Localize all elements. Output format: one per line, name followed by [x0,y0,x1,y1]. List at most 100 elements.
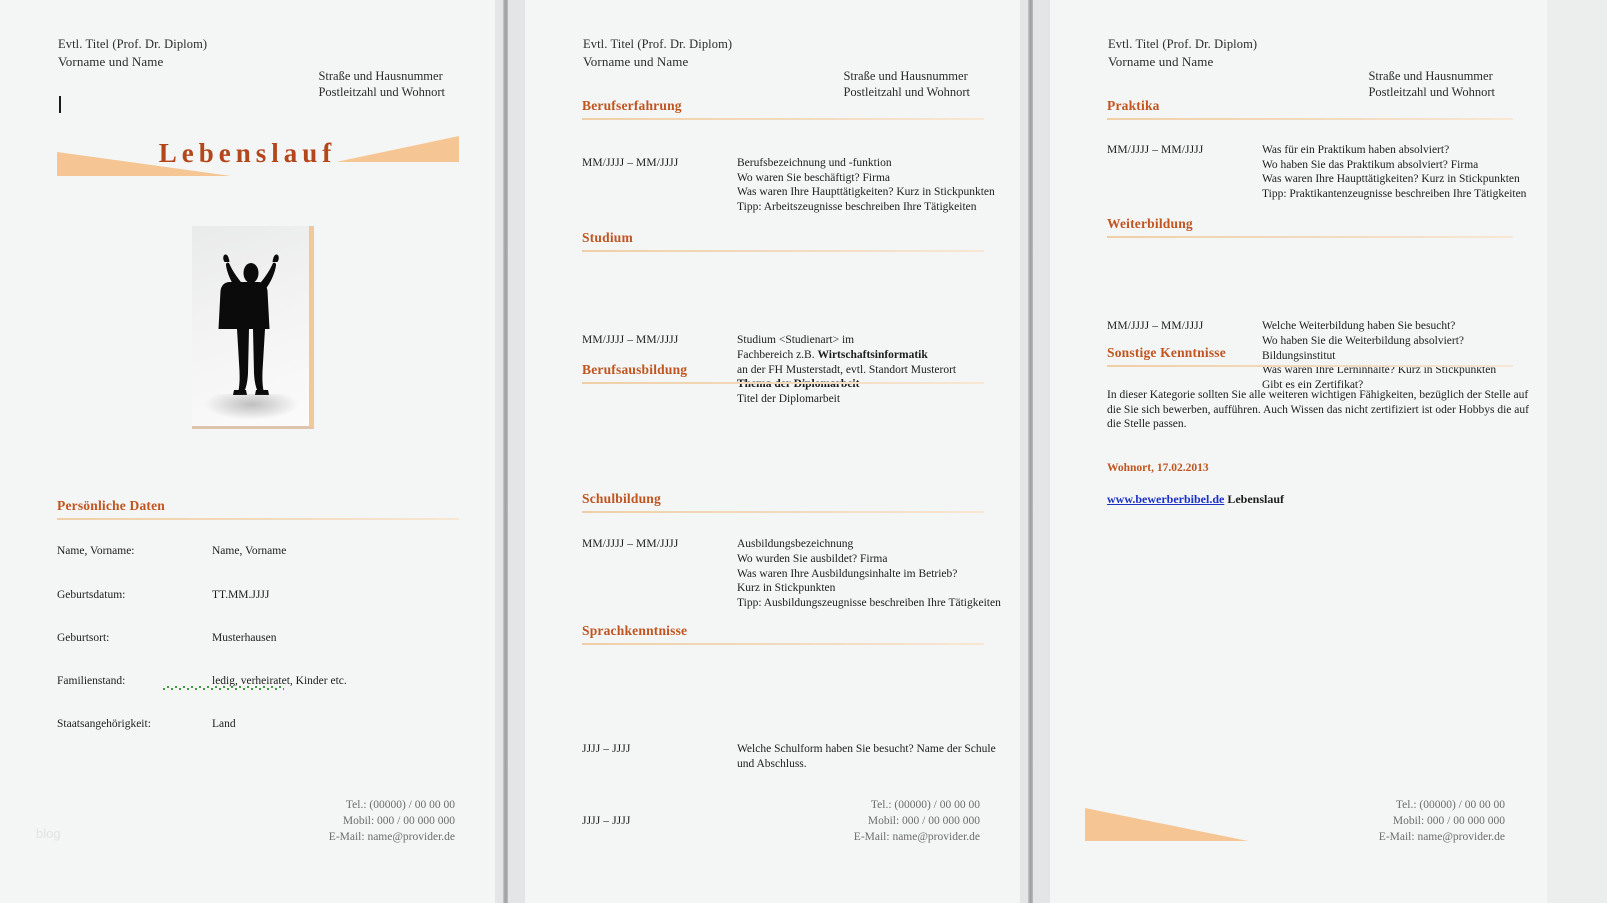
applicant-photo [192,226,314,429]
page-divider-rule [503,0,508,903]
spellcheck-underline [162,686,284,690]
entry-studium: MM/JJJJ – MM/JJJJ Studium <Studienart> i… [582,333,1020,406]
footer-mobil: Mobil: 000 / 00 000 000 [867,815,980,827]
photo-shadow [204,394,299,420]
header-address-line-2: Postleitzahl und Wohnort [318,85,445,99]
header-address-block: Straße und Hausnummer Postleitzahl und W… [1368,68,1495,100]
footer-email: E-Mail: name@provider.de [328,831,455,843]
footer-tel: Tel.: (00000) / 00 00 00 [870,799,980,811]
entry-line: Tipp: Arbeitszeugnisse beschreiben Ihre … [737,200,977,213]
page-title: Lebenslauf [158,138,337,168]
entry-body: Welche Weiterbildung haben Sie besucht? … [1262,319,1547,392]
section-divider [582,250,984,252]
entry-line-bold: Thema der Diplomarbeit [737,378,860,391]
document-page-1[interactable]: Evtl. Titel (Prof. Dr. Diplom) Vorname u… [0,0,495,903]
section-heading: Berufsausbildung [582,362,688,377]
entry-line: Tipp: Ausbildungszeugnisse beschreiben I… [737,596,1001,609]
header-address-line-1: Straße und Hausnummer [843,69,968,83]
page-gutter [495,0,525,903]
section-schulbildung: Schulbildung [582,491,984,513]
table-row: Staatsangehörigkeit: Land [57,718,459,761]
header-address-line-2: Postleitzahl und Wohnort [1368,85,1495,99]
field-value: Land [212,718,236,730]
entry-line: Was waren Ihre Lerninhalte? Kurz in Stic… [1262,364,1497,377]
entry-line: Welche Schulform haben Sie besucht? Name… [737,743,996,756]
entry-line: Was waren Ihre Haupttätigkeiten? Kurz in… [1262,173,1520,186]
footer-email: E-Mail: name@provider.de [853,831,980,843]
entry-body: Was für ein Praktikum haben absolviert? … [1262,143,1547,201]
section-heading: Sonstige Kenntnisse [1107,345,1226,360]
header-name-line: Vorname und Name [58,54,164,69]
entry-body: Ausbildungsbezeichnung Wo wurden Sie aus… [737,537,1020,610]
field-value: TT.MM.JJJJ [212,589,270,601]
section-divider [57,518,459,520]
banner-triangle-bottom-icon [1085,808,1248,841]
text-cursor [59,96,61,113]
entry-line-emphasis: Wirtschaftsinformatik [817,348,928,361]
section-divider [1107,365,1513,367]
section-heading: Sprachkenntnisse [582,623,688,638]
entry-line: Wo haben Sie die Weiterbildung absolvier… [1262,334,1465,347]
bewerberbibel-link[interactable]: www.bewerberbibel.de [1107,492,1225,506]
title-banner: Lebenslauf [0,130,495,180]
document-page-2[interactable]: Evtl. Titel (Prof. Dr. Diplom) Vorname u… [525,0,1020,903]
footer-email: E-Mail: name@provider.de [1378,831,1505,843]
section-heading: Studium [582,230,633,245]
field-label: Geburtsort: [57,632,110,644]
signature-line: Wohnort, 17.02.2013 [1107,462,1209,474]
entry-berufsausbildung: MM/JJJJ – MM/JJJJ Ausbildungsbezeichnung… [582,537,1020,610]
page-footer: Tel.: (00000) / 00 00 00 Mobil: 000 / 00… [329,797,455,845]
entry-line: Wo wurden Sie ausbildet? Firma [737,552,888,565]
table-row: Name, Vorname: Name, Vorname [57,545,459,589]
header-title-line: Evtl. Titel (Prof. Dr. Diplom) [1108,37,1258,51]
section-heading: Persönliche Daten [57,498,166,513]
section-berufsausbildung: Berufsausbildung [582,362,984,384]
header-address-line-1: Straße und Hausnummer [1368,69,1493,83]
entry-line: Welche Weiterbildung haben Sie besucht? [1262,320,1456,333]
entry-line: und Abschluss. [737,757,807,770]
field-value: Name, Vorname [212,545,287,557]
personal-data-table: Name, Vorname: Name, Vorname Geburtsdatu… [57,545,459,761]
entry-body: Berufsbezeichnung und -funktion Wo waren… [737,156,1020,214]
entry-weiterbildung: MM/JJJJ – MM/JJJJ Welche Weiterbildung h… [1107,319,1547,392]
section-berufserfahrung: Berufserfahrung [582,98,984,120]
field-label: Geburtsdatum: [57,589,126,601]
entry-line: Was waren Ihre Ausbildungsinhalte im Bet… [737,567,958,580]
header-title-line: Evtl. Titel (Prof. Dr. Diplom) [58,37,208,51]
header-address-line-2: Postleitzahl und Wohnort [843,85,970,99]
entry-schulbildung-1: JJJJ – JJJJ Welche Schulform haben Sie b… [582,742,1020,771]
entry-line: Studium <Studienart> im [737,334,855,347]
entry-line: Tipp: Praktikantenzeugnisse beschreiben … [1262,187,1527,200]
entry-line: Ausbildungsbezeichnung [737,538,854,551]
entry-line: Titel der Diplomarbeit [737,392,841,405]
section-divider [582,118,984,120]
entry-date: JJJJ – JJJJ [582,814,631,827]
entry-body: Studium <Studienart> im Fachbereich z.B.… [737,333,1020,406]
section-divider [582,643,984,645]
table-row: Familienstand: ledig, verheiratet, Kinde… [57,675,459,718]
footer-mobil: Mobil: 000 / 00 000 000 [342,815,455,827]
field-value: ledig, verheiratet, Kinder etc. [212,675,347,687]
footer-mobil: Mobil: 000 / 00 000 000 [1392,815,1505,827]
entry-line: Was waren Ihre Haupttätigkeiten? Kurz in… [737,186,995,199]
header-name-block: Evtl. Titel (Prof. Dr. Diplom) Vorname u… [1108,36,1257,70]
entry-line: Berufsbezeichnung und -funktion [737,157,892,169]
entry-line: Kurz in Stickpunkten [737,582,836,595]
document-page-3[interactable]: Evtl. Titel (Prof. Dr. Diplom) Vorname u… [1050,0,1547,903]
header-name-block: Evtl. Titel (Prof. Dr. Diplom) Vorname u… [58,36,207,70]
header-name-block: Evtl. Titel (Prof. Dr. Diplom) Vorname u… [583,36,732,70]
entry-berufserfahrung: MM/JJJJ – MM/JJJJ Berufsbezeichnung und … [582,156,1020,214]
entry-line: Bildungsinstitut [1262,349,1336,362]
section-sonstige-kenntnisse: Sonstige Kenntnisse [1107,345,1513,367]
header-address-line-1: Straße und Hausnummer [318,69,443,83]
section-heading: Schulbildung [582,491,661,506]
source-link-tail: Lebenslauf [1224,492,1285,506]
entry-date: MM/JJJJ – MM/JJJJ [582,157,679,169]
field-value: Musterhausen [212,632,277,644]
section-praktika: Praktika [1107,98,1513,120]
page-footer: Tel.: (00000) / 00 00 00 Mobil: 000 / 00… [1379,797,1505,845]
entry-date: MM/JJJJ – MM/JJJJ [1107,144,1204,156]
section-heading: Berufserfahrung [582,98,682,113]
section-weiterbildung: Weiterbildung [1107,216,1513,238]
